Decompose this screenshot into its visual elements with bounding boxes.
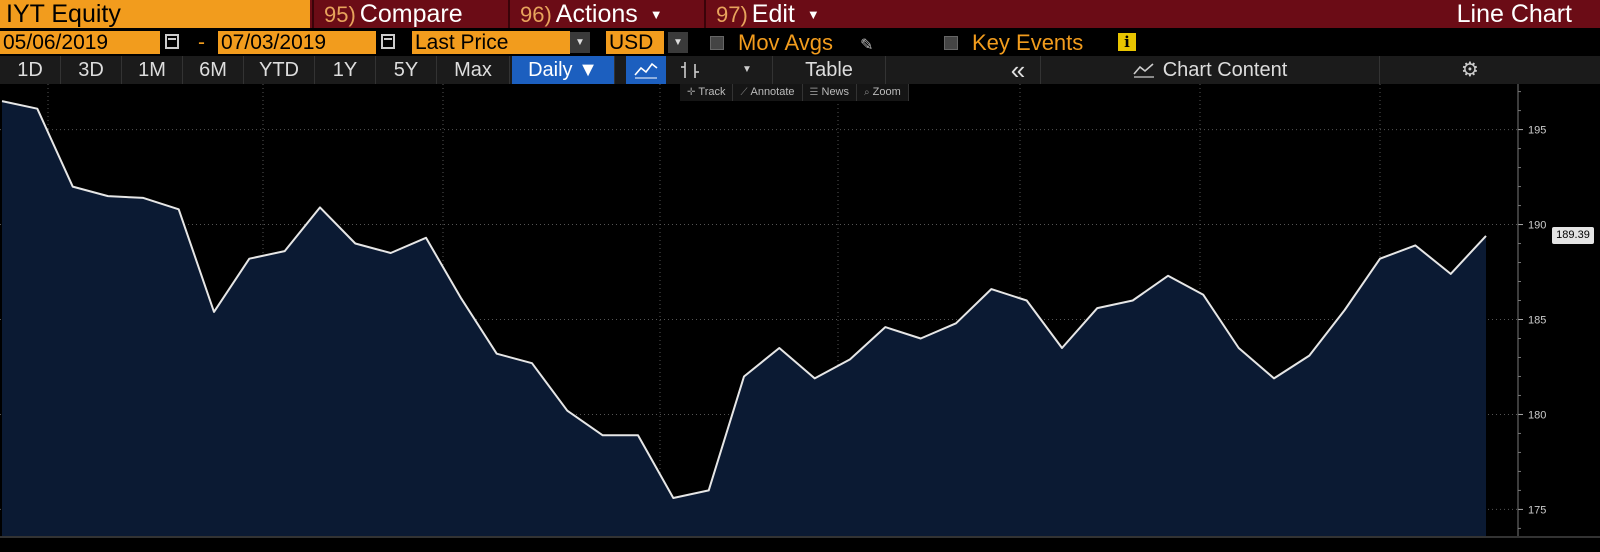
edit-number: 97) xyxy=(716,2,748,27)
gear-icon[interactable]: ⚙ xyxy=(1461,59,1479,81)
pencil-icon[interactable]: ✎ xyxy=(860,37,874,54)
chart-content-icon xyxy=(1133,63,1154,78)
ohlc-chart-icon[interactable] xyxy=(672,56,708,84)
last-price-tag: 189.39 xyxy=(1552,226,1594,244)
frequency-select[interactable]: Daily ▼ xyxy=(512,56,615,84)
range-button-3d[interactable]: 3D xyxy=(61,56,122,84)
y-tick-label: 185 xyxy=(1528,314,1546,326)
ticker-field[interactable]: IYT Equity xyxy=(0,0,310,28)
range-button-1y[interactable]: 1Y xyxy=(315,56,376,84)
chevron-down-icon: ▼ xyxy=(578,59,598,81)
price-chart[interactable]: 195 190 185 180 175 xyxy=(0,84,1600,552)
range-button-6m[interactable]: 6M xyxy=(183,56,244,84)
annotate-button[interactable]: ⟋ Annotate xyxy=(733,84,803,101)
calendar-icon[interactable] xyxy=(381,34,395,49)
title-bar: IYT Equity 95) Compare 96) Actions ▼ 97) Edi… xyxy=(0,0,1600,28)
edit-menu-button[interactable]: 97) Edit ▼ xyxy=(704,0,852,28)
actions-number: 96) xyxy=(520,2,552,27)
y-tick-label: 175 xyxy=(1528,504,1546,516)
range-button-1m[interactable]: 1M xyxy=(122,56,183,84)
line-chart-icon[interactable] xyxy=(626,56,666,84)
annotate-icon: ⟋ xyxy=(740,87,748,98)
calendar-icon[interactable] xyxy=(165,34,179,49)
compare-label: Compare xyxy=(359,0,463,28)
news-button[interactable]: ☰ News xyxy=(803,84,858,101)
date-range-dash: - xyxy=(198,31,205,54)
chart-content-button[interactable]: Chart Content xyxy=(1040,56,1380,84)
range-button-ytd[interactable]: YTD xyxy=(244,56,315,84)
chevron-down-icon[interactable]: ▼ xyxy=(742,64,752,75)
key-events-checkbox[interactable] xyxy=(944,36,958,50)
chevron-down-icon[interactable]: ▼ xyxy=(570,32,590,53)
actions-label: Actions xyxy=(555,0,638,28)
crosshair-icon: ✛ xyxy=(687,87,696,98)
table-button[interactable]: Table xyxy=(772,56,886,84)
track-label: Track xyxy=(698,86,726,98)
end-date-field[interactable]: 07/03/2019 xyxy=(218,31,376,54)
compare-button[interactable]: 95) Compare xyxy=(312,0,508,28)
zoom-label: Zoom xyxy=(872,86,901,98)
mov-avgs-label[interactable]: Mov Avgs xyxy=(738,30,833,55)
mov-avgs-checkbox[interactable] xyxy=(710,36,724,50)
y-tick-label: 180 xyxy=(1528,409,1546,421)
price-area xyxy=(2,101,1486,536)
price-field-select[interactable]: Last Price xyxy=(412,31,570,54)
range-toolbar: 1D 3D 1M 6M YTD 1Y 5Y Max Daily ▼ ▼ Tabl… xyxy=(0,56,1600,84)
currency-select[interactable]: USD xyxy=(606,31,664,54)
edit-label: Edit xyxy=(751,0,795,28)
price-line xyxy=(1,100,1487,499)
settings-row: 05/06/2019 - 07/03/2019 Last Price ▼ USD… xyxy=(0,30,1600,55)
news-icon: ☰ xyxy=(809,87,819,98)
range-button-5y[interactable]: 5Y xyxy=(376,56,437,84)
chart-mini-toolbar: ✛ Track ⟋ Annotate ☰ News ⌕ Zoom xyxy=(680,84,909,101)
start-date-field[interactable]: 05/06/2019 xyxy=(0,31,160,54)
key-events-label[interactable]: Key Events xyxy=(972,30,1084,55)
chevron-down-icon[interactable]: ▼ xyxy=(668,32,688,53)
info-icon[interactable]: i xyxy=(1118,33,1136,51)
chevron-down-icon: ▼ xyxy=(649,7,663,22)
actions-menu-button[interactable]: 96) Actions ▼ xyxy=(508,0,704,28)
compare-number: 95) xyxy=(324,2,356,27)
collapse-icon[interactable]: « xyxy=(1010,55,1026,85)
chart-area[interactable]: 195 190 185 180 175 ✛ Track ⟋ Annotate ☰ News ⌕… xyxy=(0,84,1600,552)
chevron-down-icon: ▼ xyxy=(806,7,820,22)
range-button-max[interactable]: Max xyxy=(437,56,510,84)
search-icon: ⌕ xyxy=(864,87,870,98)
chart-type-title: Line Chart xyxy=(1456,0,1572,28)
range-button-1d[interactable]: 1D xyxy=(0,56,61,84)
y-tick-label: 190 xyxy=(1528,220,1546,232)
news-label: News xyxy=(821,86,850,98)
y-tick-label: 195 xyxy=(1528,125,1546,137)
annotate-label: Annotate xyxy=(750,86,795,98)
frequency-label: Daily xyxy=(528,59,573,81)
chart-content-label: Chart Content xyxy=(1162,59,1288,81)
track-button[interactable]: ✛ Track xyxy=(680,84,734,101)
zoom-button[interactable]: ⌕ Zoom xyxy=(857,84,909,101)
